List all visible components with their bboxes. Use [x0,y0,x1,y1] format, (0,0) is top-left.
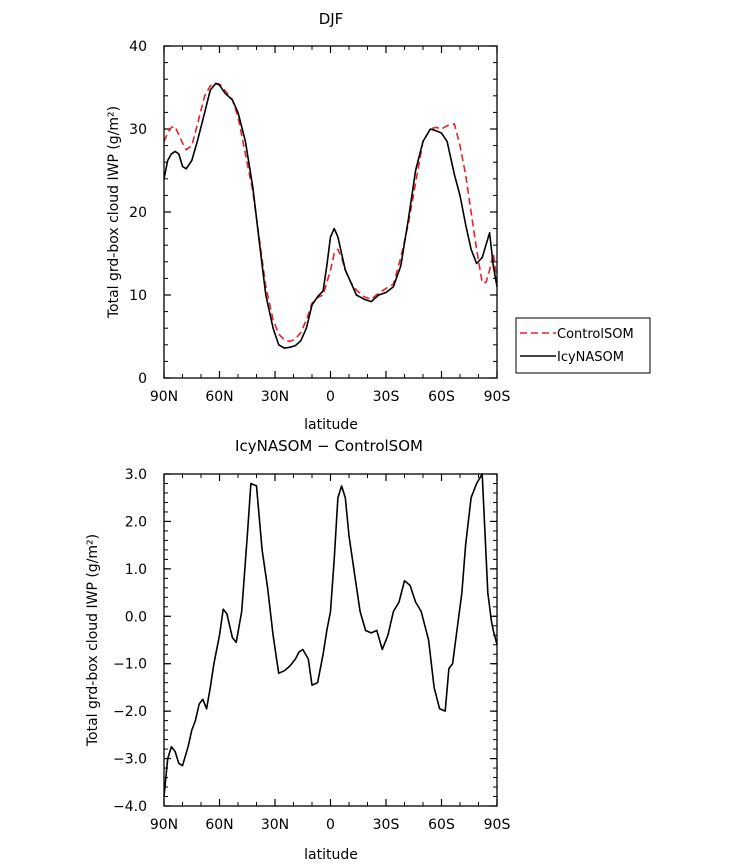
x-axis-label: latitude [304,847,358,863]
x-tick-label: 90S [484,389,511,405]
legend-label-controlsom: ControlSOM [557,327,634,342]
y-tick-label: 10 [129,288,147,304]
series-line-icynasom [163,82,498,349]
x-tick-label: 0 [326,389,335,405]
y-tick-label: 0.0 [125,609,147,625]
y-tick-label: −2.0 [113,704,147,720]
legend-box [515,317,651,374]
legend-label-icynasom: IcyNASOM [557,350,624,365]
x-tick-label: 60N [205,817,233,833]
chart-title: IcyNASOM − ControlSOM [235,437,423,455]
x-tick-label: 0 [326,817,335,833]
series-line-series-0 [163,473,498,797]
y-tick-label: 1.0 [125,562,147,578]
y-tick-label: −1.0 [113,657,147,673]
x-tick-label: 30S [373,389,400,405]
x-tick-label: 30N [261,389,289,405]
y-tick-label: 3.0 [125,467,147,483]
series-line-controlsom [163,82,498,343]
x-tick-label: 90S [484,817,511,833]
x-axis-label: latitude [304,417,358,433]
y-tick-label: 2.0 [125,514,147,530]
y-tick-label: −4.0 [113,799,147,815]
x-tick-label: 30S [373,817,400,833]
plot-layer: 90N 60N 30N 0 30S 60S 90S 0 10 20 30 40 [129,39,510,405]
y-tick-label: 20 [129,205,147,221]
x-tick-label: 30N [261,817,289,833]
plot-frame [163,473,498,807]
chart-title: DJF [319,10,344,28]
chart-bottom-difference: IcyNASOM − ControlSOM 90N 60N 30N 0 30S 60S 90… [85,437,510,863]
y-tick-label: 40 [129,39,147,55]
y-axis-label: Total grd-box cloud IWP (g/m²) [106,106,122,319]
y-tick-label: 30 [129,122,147,138]
x-tick-label: 90N [150,389,178,405]
y-tick-label: 0 [138,371,147,387]
plot-frame [163,45,498,379]
legend: ControlSOM IcyNASOM [515,317,651,374]
x-tick-label: 60S [428,389,455,405]
y-tick-label: −3.0 [113,752,147,768]
chart-top-djf: DJF 90N 60N 30N 0 30S 60S 90S 0 10 20 30 40 latitud… [106,10,510,433]
y-axis-label: Total grd-box cloud IWP (g/m²) [85,534,101,747]
x-tick-label: 60S [428,817,455,833]
x-tick-label: 60N [205,389,233,405]
plot-layer: 90N 60N 30N 0 30S 60S 90S −4.0 −3.0 −2.0 −1.0 0.0 1.… [113,467,510,833]
x-tick-label: 90N [150,817,178,833]
